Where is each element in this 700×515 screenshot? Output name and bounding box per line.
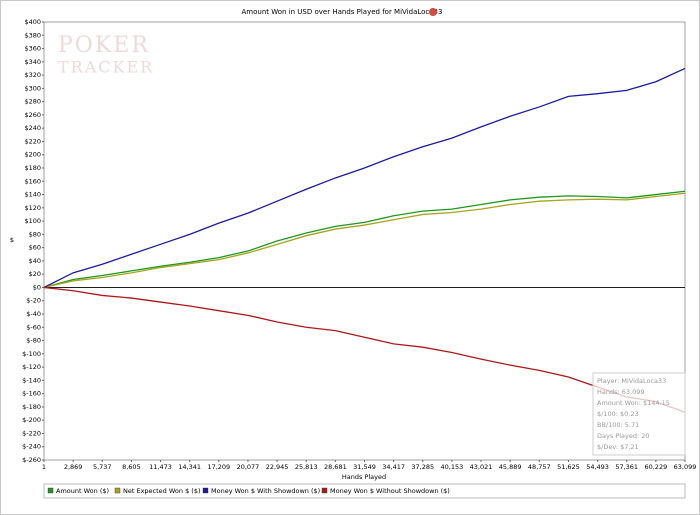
y-tick-label: $260 — [24, 111, 41, 119]
x-tick-label: 43,021 — [470, 463, 493, 471]
legend-box — [43, 483, 686, 499]
legend-swatch — [321, 487, 328, 494]
series-line — [43, 192, 686, 289]
y-tick-label: $-120 — [22, 363, 41, 371]
stat-text: Days Played: 20 — [597, 432, 650, 440]
y-tick-label: $-20 — [26, 297, 41, 305]
y-tick-label: $-80 — [26, 337, 41, 345]
y-tick-label: $300 — [24, 84, 41, 92]
watermark: TRACKER — [58, 58, 154, 77]
y-tick-label: $400 — [24, 18, 41, 26]
y-tick-label: $360 — [24, 45, 41, 53]
y-tick-label: $-240 — [22, 443, 41, 451]
y-tick-label: $320 — [24, 71, 41, 79]
x-tick-label: 22,945 — [266, 463, 289, 471]
chart-title: Amount Won in USD over Hands Played for … — [242, 8, 443, 16]
x-tick-label: 17,209 — [207, 463, 230, 471]
legend-label: Money Won $ With Showdown ($) — [211, 487, 320, 495]
y-tick-label: $240 — [24, 124, 41, 132]
x-tick-label: 34,417 — [382, 463, 405, 471]
legend-swatch — [114, 487, 121, 494]
y-tick-label: $-220 — [22, 429, 41, 437]
x-axis-label: Hands Played — [342, 473, 386, 481]
y-tick-label: $40 — [29, 257, 41, 265]
y-tick-label: $-180 — [22, 403, 41, 411]
series-line — [43, 67, 686, 289]
legend-label: Money Won $ Without Showdown ($) — [330, 487, 450, 495]
y-tick-label: $120 — [24, 204, 41, 212]
x-tick-label: 1 — [42, 463, 46, 471]
x-tick-label: 8,605 — [122, 463, 141, 471]
y-tick-label: $380 — [24, 31, 41, 39]
y-tick-label: $-60 — [26, 323, 41, 331]
x-tick-label: 45,889 — [499, 463, 522, 471]
x-tick-label: 20,077 — [237, 463, 260, 471]
series-line — [43, 286, 686, 413]
stats-box — [592, 372, 686, 456]
x-tick-label: 14,341 — [178, 463, 201, 471]
y-tick-label: $160 — [24, 177, 41, 185]
y-tick-label: $-160 — [22, 390, 41, 398]
x-tick-label: 25,813 — [295, 463, 318, 471]
y-tick-label: $0 — [33, 283, 41, 291]
y-tick-label: $-200 — [22, 416, 41, 424]
watermark: POKER — [58, 33, 150, 58]
x-tick-label: 57,361 — [615, 463, 638, 471]
x-tick-label: 37,285 — [411, 463, 434, 471]
y-tick-label: $-40 — [26, 310, 41, 318]
y-tick-label: $80 — [29, 230, 41, 238]
x-tick-label: 5,737 — [93, 463, 112, 471]
x-tick-label: 40,153 — [441, 463, 464, 471]
y-axis-label: $ — [10, 236, 14, 244]
y-tick-label: $220 — [24, 137, 41, 145]
x-tick-label: 48,757 — [528, 463, 551, 471]
y-tick-label: $340 — [24, 58, 41, 66]
y-tick-label: $280 — [24, 98, 41, 106]
y-tick-label: $140 — [24, 191, 41, 199]
title-icon — [429, 8, 437, 16]
y-tick-label: $100 — [24, 217, 41, 225]
x-tick-label: 28,681 — [324, 463, 347, 471]
legend-label: Amount Won ($) — [56, 487, 109, 495]
y-tick-label: $-140 — [22, 376, 41, 384]
legend-label: Net Expected Won $ ($) — [123, 487, 201, 495]
legend-swatch — [202, 487, 209, 494]
y-tick-label: $60 — [29, 244, 41, 252]
stat-text: Player: MiVidaLoca33 — [597, 377, 666, 385]
stat-text: $/Dev: $7.21 — [597, 443, 639, 451]
y-tick-label: $180 — [24, 164, 41, 172]
stat-text: Amount Won: $144.15 — [597, 399, 670, 407]
stat-text: $/100: $0.23 — [597, 410, 639, 418]
x-tick-label: 63,099 — [674, 463, 697, 471]
series-line — [43, 190, 686, 289]
x-tick-label: 11,473 — [149, 463, 172, 471]
x-tick-label: 31,549 — [353, 463, 376, 471]
x-tick-label: 2,869 — [64, 463, 83, 471]
stat-text: Hands: 63,099 — [597, 388, 645, 396]
y-tick-label: $-260 — [22, 456, 41, 464]
legend-swatch — [47, 487, 54, 494]
stat-text: BB/100: 5.71 — [597, 421, 639, 429]
x-tick-label: 60,229 — [644, 463, 667, 471]
x-tick-label: 51,625 — [557, 463, 580, 471]
y-tick-label: $200 — [24, 151, 41, 159]
y-tick-label: $20 — [29, 270, 41, 278]
x-tick-label: 54,493 — [586, 463, 609, 471]
y-tick-label: $-100 — [22, 350, 41, 358]
